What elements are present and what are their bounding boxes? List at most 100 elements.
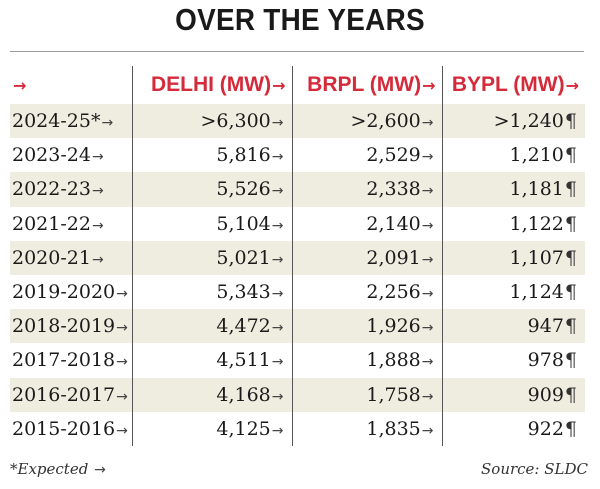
table-row: 2016-2017→ 4,168→ 1,758→ 909¶ xyxy=(10,377,585,412)
arrow-icon: → xyxy=(271,422,284,439)
bypl-cell: 922¶ xyxy=(441,411,585,446)
year-cell: 2022-23→ xyxy=(10,172,132,207)
arrow-icon: → xyxy=(271,183,284,200)
arrow-icon: → xyxy=(91,183,104,200)
brpl-cell: 2,091→ xyxy=(291,240,442,275)
arrow-icon: → xyxy=(91,251,104,268)
brpl-cell: 2,256→ xyxy=(291,274,442,310)
table-row: 2023-24→ 5,816→ 2,529→ 1,210¶ xyxy=(10,138,585,173)
brpl-cell: 1,888→ xyxy=(291,343,442,378)
year-cell: 2019-2020→ xyxy=(12,281,128,304)
delhi-cell: 5,343→ xyxy=(131,274,292,310)
arrow-icon: → xyxy=(421,388,434,405)
table-row: 2020-21→ 5,021→ 2,091→ 1,107¶ xyxy=(10,240,585,275)
brpl-cell: 1,926→ xyxy=(291,309,442,344)
table-row: 2019-2020→ 5,343→ 2,256→ 1,124¶ xyxy=(10,274,585,310)
brpl-cell: 2,140→ xyxy=(291,206,442,241)
arrow-icon: → xyxy=(421,286,434,303)
peak-demand-table: → DELHI (MW)→ BRPL (MW)→ BYPL (MW)→ 2024… xyxy=(10,66,585,446)
arrow-icon: → xyxy=(91,149,104,166)
delhi-cell: 5,526→ xyxy=(131,172,292,207)
bypl-cell: >1,240¶ xyxy=(441,104,585,139)
arrow-icon: → xyxy=(271,388,284,405)
arrow-icon: → xyxy=(421,183,434,200)
table-row: 2018-2019→ 4,472→ 1,926→ 947¶ xyxy=(10,309,585,344)
year-cell: 2023-24→ xyxy=(12,144,104,167)
year-cell: 2015-2016→ xyxy=(12,417,128,440)
arrow-icon: → xyxy=(421,115,434,132)
arrow-icon: → xyxy=(271,251,284,268)
arrow-icon: → xyxy=(271,354,284,371)
pilcrow-icon: ¶ xyxy=(564,246,577,269)
brpl-cell: 1,835→ xyxy=(291,411,442,446)
year-cell: 2020-21→ xyxy=(10,240,132,275)
pilcrow-icon: ¶ xyxy=(564,178,577,201)
arrow-icon: → xyxy=(94,462,106,478)
arrow-icon: → xyxy=(116,354,128,371)
table-row: 2015-2016→ 4,125→ 1,835→ 922¶ xyxy=(10,411,585,446)
brpl-cell: 2,529→ xyxy=(291,138,442,173)
year-cell: 2018-2019→ xyxy=(10,309,132,344)
arrow-icon: → xyxy=(271,320,284,337)
table-header-row: → DELHI (MW)→ BRPL (MW)→ BYPL (MW)→ xyxy=(10,66,585,104)
header-delhi: DELHI (MW)→ xyxy=(131,66,292,104)
table-row: 2022-23→ 5,526→ 2,338→ 1,181¶ xyxy=(10,172,585,207)
delhi-cell: >6,300→ xyxy=(131,104,292,139)
bypl-cell: 1,107¶ xyxy=(441,240,585,275)
bypl-cell: 909¶ xyxy=(441,377,585,412)
pilcrow-icon: ¶ xyxy=(564,417,577,440)
arrow-icon: → xyxy=(421,217,434,234)
arrow-icon: → xyxy=(13,76,27,95)
arrow-icon: → xyxy=(101,115,114,132)
pilcrow-icon: ¶ xyxy=(564,110,577,133)
delhi-cell: 4,511→ xyxy=(131,343,292,378)
pilcrow-icon: ¶ xyxy=(564,315,577,338)
arrow-icon: → xyxy=(421,149,434,166)
year-cell: 2024-25*→ xyxy=(10,104,132,139)
header-lead: → xyxy=(10,66,132,104)
arrow-icon: → xyxy=(272,76,286,95)
table-row: 2017-2018→ 4,511→ 1,888→ 978¶ xyxy=(10,343,585,378)
pilcrow-icon: ¶ xyxy=(564,349,577,372)
arrow-icon: → xyxy=(271,149,284,166)
footnote: *Expected → xyxy=(10,460,106,478)
year-cell: 2016-2017→ xyxy=(10,377,132,412)
pilcrow-icon: ¶ xyxy=(564,383,577,406)
bypl-cell: 978¶ xyxy=(441,343,585,378)
year-cell: 2017-2018→ xyxy=(12,349,128,372)
page-title: OVER THE YEARS xyxy=(175,2,425,37)
bypl-cell: 1,210¶ xyxy=(441,138,585,173)
arrow-icon: → xyxy=(271,217,284,234)
arrow-icon: → xyxy=(91,217,104,234)
arrow-icon: → xyxy=(421,422,434,439)
table-row: 2024-25*→ >6,300→ >2,600→ >1,240¶ xyxy=(10,104,585,139)
delhi-cell: 4,125→ xyxy=(131,411,292,446)
arrow-icon: → xyxy=(421,354,434,371)
arrow-icon: → xyxy=(422,76,436,95)
arrow-icon: → xyxy=(271,286,284,303)
arrow-icon: → xyxy=(421,251,434,268)
source-credit: Source: SLDC xyxy=(481,460,588,478)
bypl-cell: 947¶ xyxy=(441,309,585,344)
pilcrow-icon: ¶ xyxy=(564,212,577,235)
bypl-cell: 1,181¶ xyxy=(441,172,585,207)
delhi-cell: 5,104→ xyxy=(131,206,292,241)
year-cell: 2021-22→ xyxy=(12,212,104,235)
bypl-cell: 1,124¶ xyxy=(441,274,585,310)
brpl-cell: 1,758→ xyxy=(291,377,442,412)
arrow-icon: → xyxy=(271,115,284,132)
table-row: 2021-22→ 5,104→ 2,140→ 1,122¶ xyxy=(10,206,585,241)
delhi-cell: 4,472→ xyxy=(131,309,292,344)
title-divider xyxy=(10,51,584,52)
arrow-icon: → xyxy=(565,76,579,95)
delhi-cell: 4,168→ xyxy=(131,377,292,412)
header-brpl: BRPL (MW)→ xyxy=(291,66,442,104)
delhi-cell: 5,816→ xyxy=(131,138,292,173)
arrow-icon: → xyxy=(116,320,128,337)
header-bypl: BYPL (MW)→ xyxy=(441,66,585,104)
arrow-icon: → xyxy=(116,286,128,303)
bypl-cell: 1,122¶ xyxy=(441,206,585,241)
brpl-cell: >2,600→ xyxy=(291,104,442,139)
pilcrow-icon: ¶ xyxy=(564,144,577,167)
arrow-icon: → xyxy=(421,320,434,337)
